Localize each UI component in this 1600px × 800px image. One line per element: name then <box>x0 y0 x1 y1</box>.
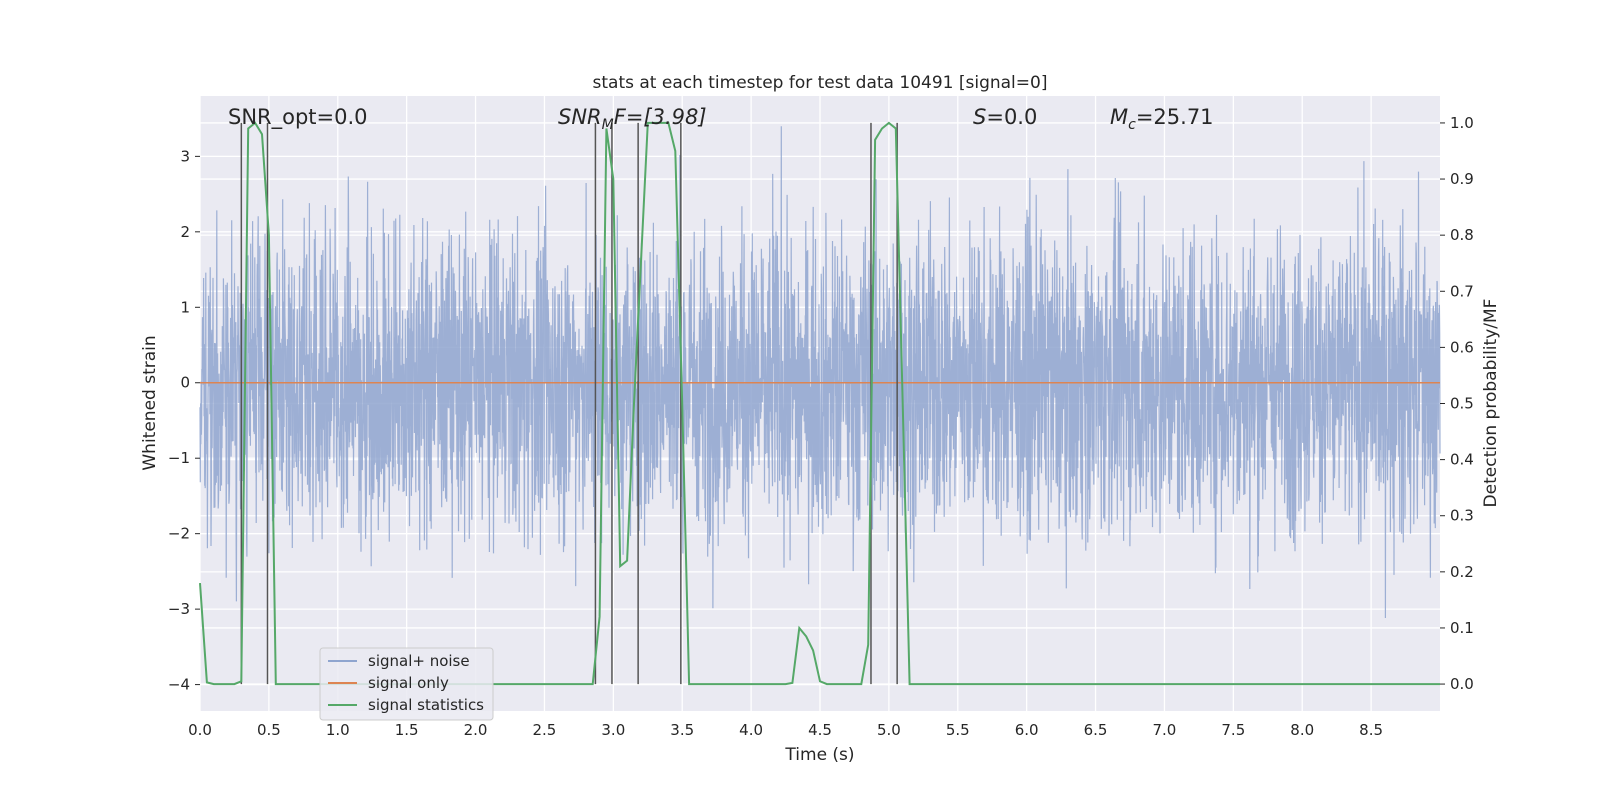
y2-tick-label-4: 0.6 <box>1450 338 1474 356</box>
y2-tick-label-6: 0.4 <box>1450 451 1474 469</box>
y-tick-label-1: 2 <box>180 223 190 241</box>
x-tick-label-14: 7.0 <box>1153 721 1177 739</box>
x-tick-label-12: 6.0 <box>1015 721 1039 739</box>
legend-label-signal-statistics: signal statistics <box>368 696 484 714</box>
y2-tick-label-3: 0.7 <box>1450 282 1474 300</box>
y2-tick-label-8: 0.2 <box>1450 563 1474 581</box>
x-tick-label-17: 8.5 <box>1359 721 1383 739</box>
x-tick-label-10: 5.0 <box>877 721 901 739</box>
annotation-s-symbol: S <box>973 105 986 129</box>
x-tick-label-3: 1.5 <box>395 721 419 739</box>
legend: signal+ noise signal only signal statist… <box>319 647 494 721</box>
annotation-snr-mf-main: SNR <box>558 105 602 129</box>
legend-label-signal-noise: signal+ noise <box>368 652 470 670</box>
y-tick-label-5: −2 <box>168 525 190 543</box>
y2-tick-label-2: 0.8 <box>1450 226 1474 244</box>
y-tick-label-0: 3 <box>180 147 190 165</box>
annotation-mc-main: M <box>1110 105 1128 129</box>
series-signal-noise <box>199 126 1441 619</box>
x-tick-label-7: 3.5 <box>670 721 694 739</box>
y2-tick-label-5: 0.5 <box>1450 395 1474 413</box>
y-tick-label-6: −3 <box>168 600 190 618</box>
tick-labels: 0.0 0.5 1.0 1.5 2.0 2.5 3.0 3.5 4.0 4.5 5.0 5.5 6.0 6… <box>168 114 1474 739</box>
y-tick-label-3: 0 <box>180 374 190 392</box>
x-tick-label-13: 6.5 <box>1084 721 1108 739</box>
y-axis-title: Whitened strain <box>140 335 160 470</box>
legend-label-signal-only: signal only <box>368 674 449 692</box>
chart-title: stats at each timestep for test data 104… <box>593 73 1048 93</box>
y2-tick-label-9: 0.1 <box>1450 619 1474 637</box>
noise-line <box>199 126 1441 619</box>
annotation-snr-mf-sub: M <box>602 117 614 133</box>
y-tick-label-4: −1 <box>168 449 190 467</box>
x-tick-label-8: 4.0 <box>739 721 763 739</box>
annotation-snr-mf-rest: F=[3.98] <box>614 105 707 129</box>
x-tick-label-4: 2.0 <box>464 721 488 739</box>
x-axis-title: Time (s) <box>784 745 854 765</box>
y2-axis-title: Detection probability/MF <box>1481 299 1501 508</box>
annotation-mc-value: =25.71 <box>1136 105 1214 129</box>
vertical-markers <box>240 122 898 685</box>
annotation-mc: Mc=25.71 <box>1110 105 1214 133</box>
y-tick-label-2: 1 <box>180 298 190 316</box>
x-tick-label-16: 8.0 <box>1290 721 1314 739</box>
x-tick-label-2: 1.0 <box>326 721 350 739</box>
series-signal-statistics <box>199 121 1440 686</box>
annotation-snr-mf: SNRMF=[3.98] <box>558 105 707 133</box>
x-tick-label-0: 0.0 <box>188 721 212 739</box>
annotation-mc-sub: c <box>1128 117 1136 133</box>
x-tick-label-11: 5.5 <box>946 721 970 739</box>
annotation-s-value: =0.0 <box>986 105 1037 129</box>
x-tick-label-6: 3.0 <box>601 721 625 739</box>
x-tick-label-9: 4.5 <box>808 721 832 739</box>
signal-statistics-line <box>199 121 1440 686</box>
x-tick-label-15: 7.5 <box>1221 721 1245 739</box>
y-tick-label-7: −4 <box>168 676 190 694</box>
x-tick-label-1: 0.5 <box>257 721 281 739</box>
y2-tick-label-1: 0.9 <box>1450 170 1474 188</box>
annotation-s: S=0.0 <box>973 105 1037 129</box>
y2-tick-label-0: 1.0 <box>1450 114 1474 132</box>
annotation-snr-opt: SNR_opt=0.0 <box>228 105 368 130</box>
y2-tick-label-10: 0.0 <box>1450 675 1474 693</box>
y2-tick-label-7: 0.3 <box>1450 507 1474 525</box>
legend-box <box>319 647 494 721</box>
x-tick-label-5: 2.5 <box>533 721 557 739</box>
